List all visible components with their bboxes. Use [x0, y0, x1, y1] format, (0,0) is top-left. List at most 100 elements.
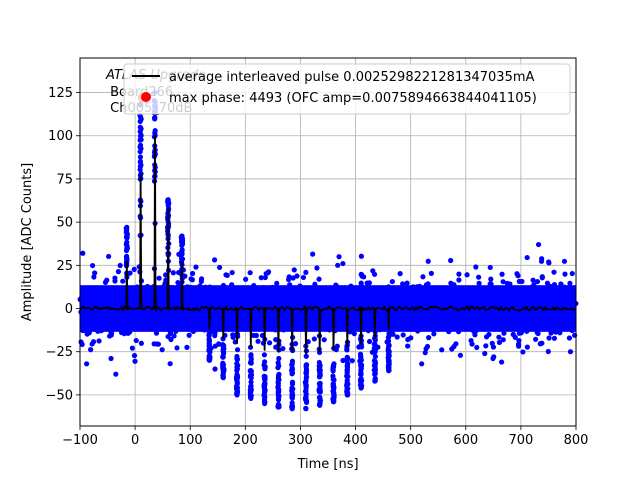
scatter-point — [281, 291, 287, 297]
scatter-point — [559, 326, 565, 332]
scatter-point — [367, 298, 373, 304]
scatter-point — [358, 271, 364, 277]
scatter-point — [229, 317, 235, 324]
scatter-point — [504, 280, 510, 287]
scatter-point — [355, 311, 361, 317]
scatter-point — [159, 312, 165, 319]
scatter-point — [251, 282, 257, 289]
scatter-point — [487, 301, 493, 307]
scatter-point — [473, 328, 479, 334]
scatter-point — [143, 324, 149, 331]
scatter-point — [248, 360, 254, 366]
scatter-point — [134, 287, 141, 293]
scatter-point — [136, 323, 142, 329]
scatter-point — [314, 265, 320, 271]
scatter-point — [481, 316, 488, 322]
scatter-point — [129, 314, 135, 320]
scatter-point — [377, 327, 383, 333]
scatter-point — [207, 300, 213, 306]
scatter-point — [123, 229, 130, 235]
scatter-point — [320, 297, 326, 303]
scatter-point — [172, 315, 178, 321]
scatter-point — [340, 260, 346, 267]
x-tick-label: 600 — [453, 433, 478, 448]
scatter-point — [203, 311, 209, 317]
scatter-point — [397, 271, 403, 277]
scatter-point — [292, 313, 299, 319]
scatter-point — [201, 327, 208, 333]
scatter-point — [96, 321, 102, 328]
scatter-point — [248, 385, 254, 391]
scatter-point — [207, 284, 213, 290]
scatter-point — [558, 281, 564, 287]
scatter-point — [425, 258, 431, 264]
scatter-point — [358, 253, 364, 259]
scatter-point — [358, 280, 364, 286]
scatter-point — [171, 333, 177, 339]
scatter-point — [520, 349, 526, 355]
scatter-point — [196, 310, 202, 316]
scatter-point — [511, 314, 517, 320]
legend-marker-swatch — [141, 92, 151, 102]
scatter-point — [358, 343, 364, 349]
scatter-point — [487, 264, 493, 271]
scatter-point — [401, 287, 407, 293]
scatter-point — [466, 324, 473, 330]
scatter-point — [491, 354, 497, 360]
scatter-point — [372, 361, 378, 367]
scatter-point — [175, 283, 181, 290]
scatter-point — [243, 324, 249, 330]
scatter-point — [158, 290, 164, 296]
x-tick-label: 200 — [233, 433, 258, 448]
scatter-point — [234, 371, 240, 378]
scatter-point — [524, 344, 530, 350]
scatter-point — [386, 342, 392, 348]
scatter-point — [372, 353, 379, 360]
scatter-point — [336, 324, 342, 330]
scatter-point — [159, 347, 165, 353]
scatter-point — [206, 347, 212, 353]
scatter-point — [545, 259, 552, 265]
scatter-point — [394, 334, 400, 340]
scatter-point — [517, 322, 523, 329]
scatter-point — [445, 297, 451, 303]
scatter-point — [120, 286, 127, 292]
scatter-point — [428, 270, 434, 276]
scatter-point — [358, 364, 364, 370]
scatter-point — [500, 337, 506, 343]
legend-box — [123, 63, 571, 115]
scatter-point — [211, 257, 218, 263]
scatter-point — [353, 291, 359, 297]
scatter-point — [403, 324, 409, 331]
scatter-point — [131, 292, 137, 298]
scatter-point — [331, 390, 337, 397]
scatter-point — [490, 344, 497, 350]
scatter-point — [533, 322, 540, 328]
scatter-point — [457, 352, 463, 358]
scatter-point — [569, 270, 575, 277]
scatter-point — [272, 327, 279, 333]
scatter-point — [159, 285, 165, 291]
scatter-point — [206, 330, 213, 336]
scatter-point — [371, 271, 378, 277]
scatter-point — [330, 362, 337, 368]
scatter-point — [473, 264, 479, 270]
scatter-point — [372, 349, 378, 355]
scatter-point — [92, 270, 98, 276]
scatter-point — [229, 282, 235, 288]
scatter-point — [86, 295, 92, 301]
scatter-point — [220, 354, 226, 360]
scatter-point — [437, 296, 443, 302]
scatter-point — [129, 318, 135, 324]
scatter-point — [137, 149, 143, 155]
scatter-point — [423, 298, 430, 304]
scatter-point — [522, 301, 528, 307]
scatter-point — [358, 353, 364, 359]
scatter-point — [113, 371, 119, 377]
scatter-point — [274, 286, 280, 292]
scatter-point — [247, 270, 253, 276]
scatter-point — [234, 380, 240, 386]
scatter-point — [390, 285, 397, 291]
scatter-point — [558, 319, 564, 326]
scatter-point — [155, 341, 162, 347]
